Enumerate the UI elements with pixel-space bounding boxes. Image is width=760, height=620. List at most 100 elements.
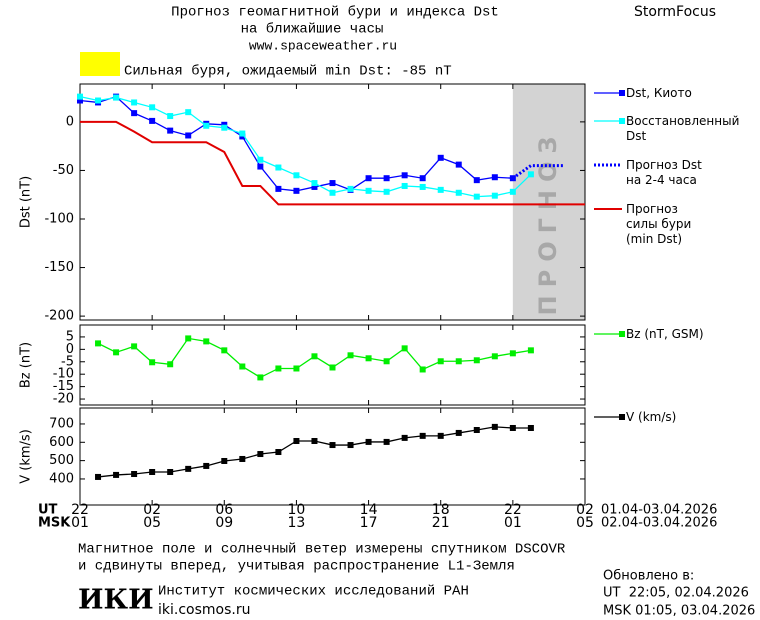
data-point (455, 161, 462, 168)
data-point (77, 97, 83, 104)
data-point (275, 185, 282, 192)
data-point (185, 132, 192, 139)
y-tick-label: -5 (61, 354, 74, 369)
y-tick-label: 0 (66, 342, 74, 357)
x-tick-label: 02 (143, 502, 161, 518)
data-point (329, 180, 336, 187)
data-point (275, 164, 282, 171)
data-point (401, 434, 408, 441)
plot-frame (79, 407, 586, 506)
data-point (257, 156, 264, 163)
data-point (437, 358, 444, 365)
data-point (275, 449, 282, 456)
data-point (365, 175, 372, 182)
y-axis-label: V (km/s) (19, 429, 34, 484)
data-point (95, 473, 102, 480)
y-axis-label: Bz (nT) (19, 342, 34, 388)
y-tick-label: -150 (44, 260, 74, 275)
legend-label: Прогноз силы бури (min Dst) (626, 202, 691, 246)
storm-color (80, 52, 120, 76)
data-point (257, 451, 264, 458)
text-line: Прогноз Dst (626, 158, 702, 172)
data-point (401, 345, 408, 352)
data-point (347, 352, 354, 359)
data-point (185, 465, 192, 472)
site-url: www.spaceweather.ru (249, 38, 397, 53)
y-tick-label: -10 (53, 367, 74, 382)
text-line: (min Dst) (626, 232, 682, 246)
updated-msk: MSK 01:05, 03.04.2026 (603, 604, 755, 619)
y-tick-label: 5 (66, 329, 74, 344)
x-tick-label: 22 (71, 502, 89, 518)
data-point (221, 124, 228, 131)
data-point (167, 127, 174, 134)
data-point (329, 189, 336, 196)
updated-ut: UT 22:05, 02.04.2026 (603, 586, 749, 601)
note-line: Магнитное поле и солнечный ветер измерен… (78, 541, 566, 558)
data-point (95, 340, 102, 347)
series-line (79, 95, 532, 198)
data-point (401, 182, 408, 189)
data-point (365, 438, 372, 445)
data-point (383, 358, 390, 365)
data-point (113, 349, 120, 356)
forecast-region (512, 84, 585, 320)
x-tick-label: 06 (215, 502, 233, 518)
data-point (491, 174, 498, 181)
text-line: Bz (nT, GSM) (626, 327, 704, 341)
data-point (437, 154, 444, 161)
y-tick-label: 600 (49, 435, 74, 450)
y-tick-label: 400 (49, 471, 74, 486)
data-point (95, 97, 102, 104)
data-point (185, 109, 192, 116)
x-tick-label: 13 (288, 515, 306, 531)
data-point (509, 350, 516, 357)
data-point (419, 175, 426, 182)
text-line: Dst, Киото (626, 86, 692, 100)
data-point (293, 365, 300, 372)
data-point (365, 187, 372, 194)
y-tick-label: 0 (66, 114, 74, 129)
data-point (149, 104, 156, 111)
legend-marker (619, 331, 625, 337)
data-point (311, 438, 318, 445)
data-point (257, 374, 264, 381)
data-point (293, 187, 300, 194)
data-point (491, 192, 498, 199)
y-tick-label: -100 (44, 211, 74, 226)
x-tick-label: 14 (360, 502, 378, 518)
x-range-label: 01.04-03.04.2026 (601, 503, 717, 518)
y-tick-label: -50 (53, 163, 74, 178)
data-point (131, 471, 138, 478)
data-point (239, 363, 246, 370)
x-tick-label: 10 (288, 502, 306, 518)
x-tick-label: 17 (360, 515, 378, 531)
data-point (347, 185, 354, 192)
x-axis-label: MSK (38, 516, 71, 531)
plot-frame (79, 324, 586, 406)
x-tick-label: 02 (576, 502, 594, 518)
data-point (221, 347, 228, 354)
data-point (203, 462, 210, 469)
legend-label: V (km/s) (626, 410, 676, 424)
data-point (527, 347, 534, 354)
data-point (149, 468, 156, 475)
data-point (203, 122, 210, 129)
data-point (149, 117, 156, 124)
series-line (97, 426, 531, 478)
data-point (167, 113, 174, 120)
data-point (419, 366, 426, 373)
data-point (257, 163, 264, 170)
note-line: и сдвинуты вперед, учитывая распростране… (78, 559, 515, 575)
x-tick-label: 05 (143, 515, 161, 531)
x-tick-label: 01 (504, 515, 522, 531)
legend-marker (619, 118, 625, 124)
y-tick-label: 700 (49, 416, 74, 431)
legend-label: Bz (nT, GSM) (626, 327, 704, 341)
data-point (329, 364, 336, 371)
text-line: V (km/s) (626, 410, 676, 424)
brand: StormFocus (634, 4, 716, 20)
data-point (473, 177, 480, 184)
legend-marker (619, 414, 625, 420)
chart-subtitle: на ближайшие часы (241, 21, 384, 38)
